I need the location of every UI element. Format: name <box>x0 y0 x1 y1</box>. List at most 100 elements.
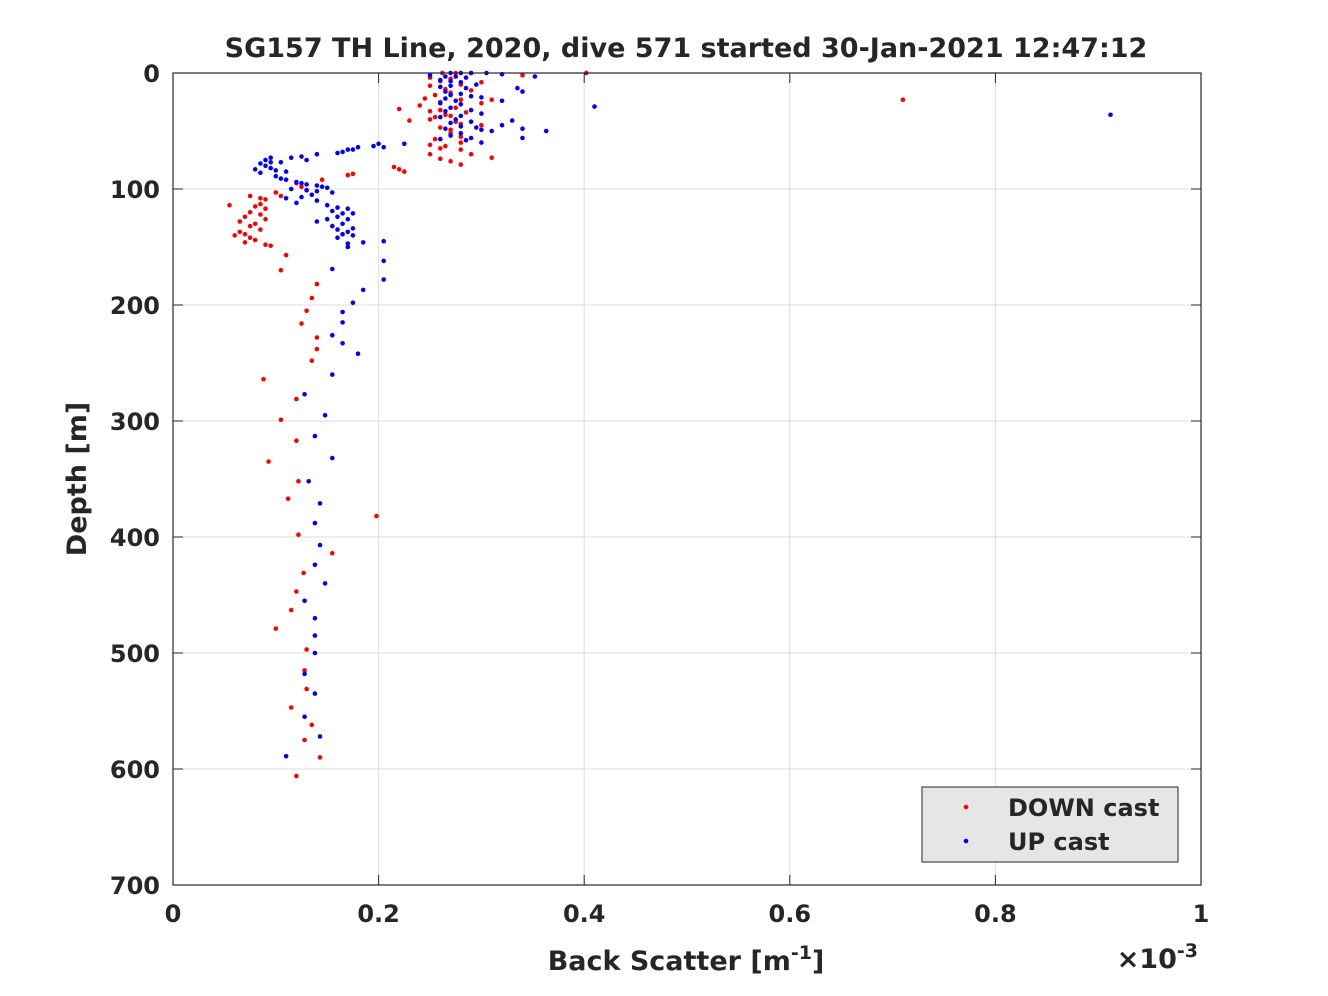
x-tick-label: 0.4 <box>563 900 606 928</box>
x-axis-label-main: Back Scatter [m <box>548 946 791 977</box>
up-cast-point <box>376 141 381 147</box>
down-cast-point <box>247 193 253 199</box>
up-cast-point <box>489 128 495 134</box>
down-cast-point <box>299 184 304 189</box>
up-cast-point <box>479 111 484 116</box>
up-cast-point <box>268 160 274 165</box>
x-tick-label: 0.8 <box>974 900 1017 928</box>
up-cast-point <box>345 216 351 222</box>
down-cast-point <box>302 737 307 743</box>
up-cast-point <box>302 671 307 677</box>
up-cast-point <box>335 214 340 220</box>
down-cast-point <box>304 308 309 314</box>
down-cast-point <box>317 755 323 760</box>
legend: DOWN cast UP cast <box>921 786 1179 863</box>
down-cast-point <box>330 550 335 556</box>
down-cast-point <box>288 607 294 613</box>
up-cast-point <box>317 501 323 506</box>
up-cast-point <box>294 179 299 185</box>
down-cast-point <box>345 172 351 178</box>
down-cast-point <box>309 358 315 364</box>
up-cast-point <box>335 150 340 156</box>
down-cast-point <box>252 237 258 243</box>
up-cast-point <box>324 216 330 222</box>
down-cast-point <box>479 80 484 85</box>
down-cast-point <box>258 227 263 232</box>
down-cast-point <box>427 151 433 157</box>
up-cast-point <box>299 180 304 186</box>
down-cast-point <box>232 233 237 238</box>
down-cast-point <box>247 235 253 240</box>
up-cast-point <box>312 433 318 439</box>
down-cast-point <box>402 169 407 174</box>
up-cast-point <box>309 192 315 198</box>
down-cast-point <box>422 96 428 101</box>
up-cast-point <box>324 202 330 208</box>
up-cast-point <box>543 128 549 134</box>
down-cast-point <box>294 773 299 779</box>
y-tick-label: 300 <box>110 408 160 436</box>
down-cast-point <box>489 155 495 160</box>
down-cast-point <box>247 209 253 215</box>
up-cast-point <box>381 277 387 282</box>
down-cast-point <box>443 112 448 118</box>
down-cast-point <box>314 281 320 287</box>
up-cast-point <box>330 223 335 229</box>
up-cast-point <box>314 219 320 224</box>
down-cast-point <box>438 125 443 130</box>
down-cast-point <box>453 105 459 111</box>
down-cast-point <box>438 107 443 113</box>
down-cast-point <box>258 201 263 207</box>
up-cast-point <box>324 185 330 191</box>
down-cast-point <box>374 513 379 519</box>
up-cast-point <box>458 80 464 85</box>
up-cast-point <box>304 182 309 187</box>
down-cast-point <box>350 171 356 177</box>
down-cast-point <box>242 240 248 245</box>
up-cast-point <box>340 149 345 155</box>
up-cast-point <box>340 231 345 237</box>
down-cast-point <box>448 113 453 119</box>
down-cast-point <box>285 496 291 502</box>
up-cast-point <box>474 82 479 87</box>
down-cast-point <box>263 216 268 222</box>
down-cast-point <box>458 140 464 145</box>
up-cast-point <box>350 226 356 231</box>
down-cast-point <box>263 197 268 202</box>
y-tick-label: 400 <box>110 524 160 552</box>
up-cast-point <box>458 102 464 107</box>
up-cast-point <box>317 542 323 548</box>
up-cast-point <box>499 98 505 104</box>
up-cast-point <box>448 78 453 84</box>
up-cast-point <box>312 691 318 696</box>
up-cast-point <box>468 135 474 141</box>
x-axis-exponent: ×10-3 <box>1117 940 1198 975</box>
down-cast-point <box>296 532 301 537</box>
up-cast-point <box>312 650 318 656</box>
down-cast-point <box>294 396 299 402</box>
up-cast-point <box>258 161 263 166</box>
up-cast-point <box>314 151 320 157</box>
up-cast-point <box>509 118 515 123</box>
up-cast-point <box>268 165 274 171</box>
up-cast-point <box>453 98 459 104</box>
up-cast-point <box>381 144 387 150</box>
up-cast-point <box>463 75 469 80</box>
up-cast-point <box>317 734 323 739</box>
legend-label-down: DOWN cast <box>1008 794 1159 822</box>
up-cast-point <box>458 113 464 119</box>
up-cast-point <box>515 85 520 91</box>
y-tick-label: 100 <box>110 176 160 204</box>
down-cast-point <box>427 117 433 122</box>
down-cast-point <box>427 83 433 89</box>
down-cast-point <box>427 142 433 148</box>
up-cast-point <box>312 633 318 638</box>
down-cast-point <box>468 88 474 93</box>
down-cast-point <box>273 626 279 631</box>
x-axis-label-end: ] <box>812 946 824 977</box>
down-cast-point <box>427 109 433 114</box>
plot-frame <box>172 72 1202 886</box>
up-cast-point <box>479 127 484 133</box>
up-cast-point <box>302 714 307 720</box>
